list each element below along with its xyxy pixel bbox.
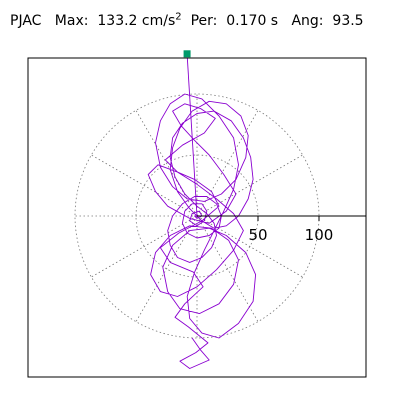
max-label: Max: bbox=[54, 13, 89, 29]
radial-tick-label-100: 100 bbox=[305, 226, 334, 244]
grid-spoke-210 bbox=[91, 215, 198, 278]
grid-spoke-300 bbox=[196, 215, 259, 322]
max-direction-line bbox=[186, 58, 198, 217]
max-unit-exponent: 2 bbox=[175, 11, 182, 23]
grid-spoke-150 bbox=[91, 154, 198, 217]
radial-tick-label-50: 50 bbox=[248, 226, 267, 244]
trace-layer bbox=[147, 58, 257, 369]
axis-layer: 50 100 bbox=[183, 50, 366, 244]
motion-trace bbox=[147, 93, 257, 369]
grid-spoke-30 bbox=[196, 154, 303, 217]
grid-spoke-60 bbox=[196, 110, 259, 217]
max-unit: cm/s bbox=[141, 13, 176, 29]
station-code: PJAC bbox=[10, 13, 42, 29]
max-amplitude-marker bbox=[183, 50, 191, 58]
ang-value: 93.5 bbox=[332, 13, 364, 29]
plot-frame bbox=[27, 57, 367, 378]
chart-header: PJAC Max: 133.2 cm/s2 Per: 0.170 s Ang: … bbox=[10, 9, 364, 33]
per-label: Per: bbox=[190, 13, 218, 29]
per-value: 0.170 s bbox=[226, 13, 279, 29]
ang-label: Ang: bbox=[291, 13, 324, 29]
max-value: 133.2 bbox=[97, 13, 138, 29]
